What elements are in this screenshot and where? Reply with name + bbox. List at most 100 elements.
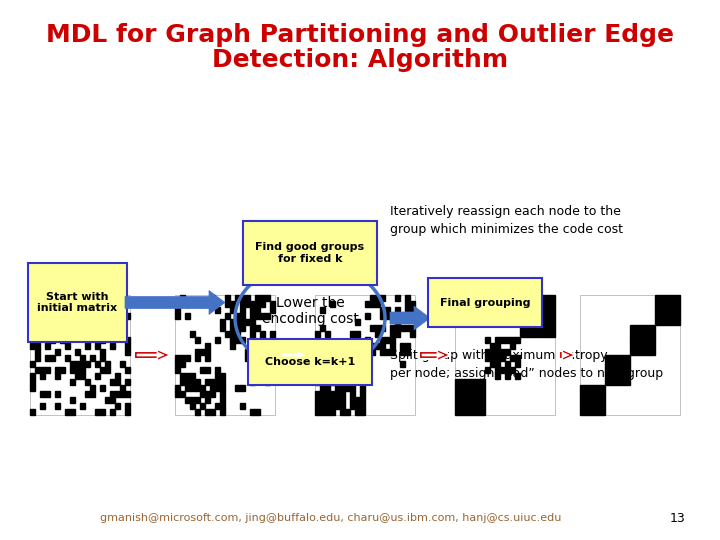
Bar <box>455 392 459 397</box>
Bar <box>655 295 660 301</box>
Bar <box>345 380 350 385</box>
Bar <box>65 307 70 313</box>
Bar <box>645 332 649 337</box>
Bar <box>655 307 660 313</box>
Bar <box>355 332 359 337</box>
Bar <box>610 361 615 367</box>
Bar <box>460 386 464 391</box>
Bar <box>610 380 615 385</box>
Bar <box>360 397 364 403</box>
Bar <box>250 314 255 319</box>
Bar <box>355 368 359 373</box>
Bar <box>175 361 179 367</box>
Bar <box>180 392 184 397</box>
Bar <box>75 307 80 313</box>
Bar <box>60 338 65 343</box>
Bar <box>270 338 274 343</box>
Bar <box>665 295 670 301</box>
Bar <box>485 368 490 373</box>
Bar <box>250 338 255 343</box>
Bar <box>45 326 50 331</box>
Bar <box>50 307 55 313</box>
Bar <box>80 374 85 379</box>
Bar <box>190 403 194 409</box>
Bar <box>595 397 600 403</box>
Bar <box>675 307 680 313</box>
Bar <box>330 301 335 307</box>
Bar <box>400 343 405 349</box>
Bar <box>580 392 585 397</box>
Bar <box>495 368 500 373</box>
Bar <box>580 295 680 415</box>
Bar <box>260 343 265 349</box>
Bar <box>120 392 125 397</box>
Bar <box>320 386 325 391</box>
Polygon shape <box>137 352 164 358</box>
Bar <box>525 314 530 319</box>
Bar <box>110 314 114 319</box>
Bar <box>360 392 364 397</box>
Bar <box>365 343 369 349</box>
Bar <box>380 295 384 301</box>
Bar <box>375 332 379 337</box>
Bar <box>210 386 215 391</box>
Bar <box>180 295 184 301</box>
Bar <box>250 343 255 349</box>
Bar <box>390 343 395 349</box>
Bar <box>360 368 364 373</box>
Bar <box>640 326 644 331</box>
Bar <box>485 355 490 361</box>
Bar <box>125 343 130 349</box>
Bar <box>580 409 585 415</box>
Bar <box>360 403 364 409</box>
Bar <box>105 320 109 325</box>
Bar <box>395 332 400 337</box>
Bar <box>125 314 130 319</box>
Bar <box>110 380 114 385</box>
Bar <box>235 295 240 301</box>
Bar <box>240 326 245 331</box>
Bar <box>250 307 255 313</box>
Bar <box>95 374 99 379</box>
Bar <box>385 338 390 343</box>
Bar <box>540 314 544 319</box>
Bar <box>90 355 94 361</box>
Bar <box>65 301 70 307</box>
Bar <box>495 361 500 367</box>
Bar <box>600 397 605 403</box>
Bar <box>245 320 250 325</box>
Bar <box>85 332 89 337</box>
Bar <box>545 326 549 331</box>
Polygon shape <box>134 349 171 361</box>
Bar <box>405 326 410 331</box>
Bar <box>250 332 255 337</box>
Bar <box>245 295 250 301</box>
Bar <box>600 386 605 391</box>
Bar <box>410 332 415 337</box>
Bar <box>90 392 94 397</box>
Bar <box>380 338 384 343</box>
Polygon shape <box>422 352 444 358</box>
Bar <box>515 355 520 361</box>
Bar <box>215 338 220 343</box>
Bar <box>315 374 320 379</box>
Bar <box>320 307 325 313</box>
Bar <box>95 343 99 349</box>
Bar <box>345 386 350 391</box>
Bar <box>490 343 495 349</box>
Bar <box>210 409 215 415</box>
Bar <box>455 409 459 415</box>
Bar <box>470 409 474 415</box>
Bar <box>195 355 199 361</box>
Bar <box>470 397 474 403</box>
Bar <box>365 301 369 307</box>
Bar <box>200 386 204 391</box>
Bar <box>345 361 350 367</box>
Bar <box>30 343 35 349</box>
Bar <box>80 332 85 337</box>
Bar <box>630 326 634 331</box>
Bar <box>230 343 235 349</box>
Bar <box>670 314 675 319</box>
Bar <box>340 386 345 391</box>
Bar <box>205 349 210 355</box>
